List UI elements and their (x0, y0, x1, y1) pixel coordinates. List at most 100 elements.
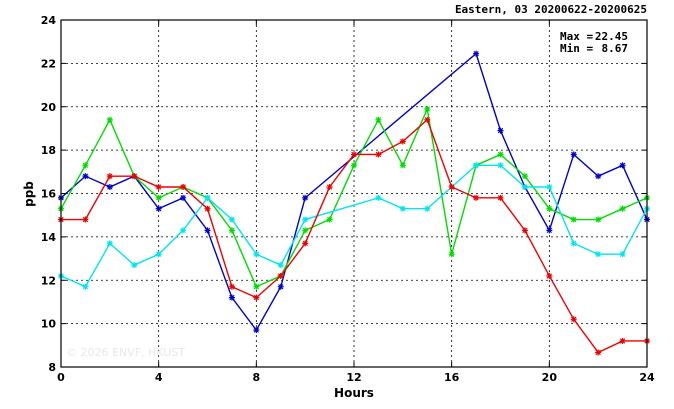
series-2-point-6 (204, 194, 211, 201)
series-3-point-19 (521, 227, 528, 234)
series-1-point-15 (424, 105, 431, 112)
series-3-point-20 (546, 272, 553, 279)
series-3-point-7 (228, 283, 235, 290)
series-2-point-10 (302, 216, 309, 223)
series-1-point-22 (595, 216, 602, 223)
series-3-point-15 (424, 116, 431, 123)
series-1-point-13 (375, 116, 382, 123)
series-3-point-5 (180, 183, 187, 190)
series-2-point-5 (180, 227, 187, 234)
series-2-point-9 (277, 262, 284, 269)
series-1-point-8 (253, 283, 260, 290)
series-1 (58, 105, 650, 290)
series-0-point-12 (497, 127, 504, 134)
series-3-point-16 (448, 183, 455, 190)
series-1-point-16 (448, 251, 455, 258)
series-1-point-19 (521, 173, 528, 180)
series-0-point-6 (204, 227, 211, 234)
series-3-point-10 (302, 240, 309, 247)
stats-box: Max = 22.45 Min = 8.67 (560, 30, 628, 55)
series-3-point-11 (326, 183, 333, 190)
series-1-point-21 (570, 216, 577, 223)
series-0-point-11 (473, 50, 480, 57)
y-tick-label-5: 18 (41, 144, 56, 157)
series-0-point-14 (546, 227, 553, 234)
series-2-point-13 (424, 205, 431, 212)
series-2-point-7 (228, 216, 235, 223)
series-0-point-15 (570, 151, 577, 158)
series-1-point-20 (546, 205, 553, 212)
series-3-point-18 (497, 194, 504, 201)
watermark: © 2026 ENVF, HKUST (66, 346, 185, 359)
series-2-point-21 (619, 251, 626, 258)
series-1-point-14 (399, 162, 406, 169)
series-1-point-23 (619, 205, 626, 212)
chart-title: Eastern, 03 20200622-20200625 (455, 3, 647, 16)
y-tick-label-2: 12 (41, 274, 56, 287)
series-1-point-18 (497, 151, 504, 158)
y-tick-label-6: 20 (41, 101, 57, 114)
series-0-point-5 (180, 194, 187, 201)
y-tick-label-4: 16 (41, 188, 57, 201)
series-3-point-9 (277, 272, 284, 279)
series-0-point-17 (619, 162, 626, 169)
y-tick-label-1: 10 (41, 318, 57, 331)
grid-lines (61, 20, 647, 367)
series-2-point-17 (521, 183, 528, 190)
series-1-point-2 (106, 116, 113, 123)
x-tick-label-5: 20 (542, 371, 558, 384)
x-tick-label-6: 24 (639, 371, 655, 384)
series-0-point-8 (253, 327, 260, 334)
min-label: Min = (560, 42, 593, 55)
series-1-point-12 (351, 162, 357, 169)
tick-layer: 0 4 8 12 16 20 24 8 10 12 14 16 18 20 22 24 (41, 14, 655, 384)
y-tick-label-7: 22 (41, 57, 56, 70)
series-2-point-4 (155, 251, 162, 258)
max-label: Max = (560, 30, 593, 43)
series-3-point-1 (82, 216, 89, 223)
series-2-point-3 (131, 262, 138, 269)
x-tick-label-2: 8 (253, 371, 261, 384)
series-2-point-16 (497, 162, 504, 169)
series-2-point-2 (106, 240, 113, 247)
series-2-point-19 (570, 240, 577, 247)
series-0-point-16 (595, 173, 602, 180)
series-3-point-23 (619, 337, 626, 344)
series-3-point-8 (253, 294, 260, 301)
x-tick-label-3: 12 (346, 371, 361, 384)
x-axis-label: Hours (334, 386, 374, 400)
plot-frame (60, 19, 648, 368)
series-2-point-1 (82, 283, 89, 290)
watermark-layer: © 2026 ENVF, HKUST (66, 346, 185, 359)
y-axis-label: ppb (22, 181, 36, 207)
series-3-point-22 (595, 349, 602, 356)
series-0-point-4 (155, 205, 162, 212)
series-layer (58, 50, 650, 356)
series-1-point-10 (302, 227, 309, 234)
series-0-point-1 (82, 173, 89, 180)
series-2-point-18 (546, 183, 553, 190)
series-3-point-12 (351, 151, 357, 158)
series-2-point-15 (473, 162, 480, 169)
series-3-point-4 (155, 183, 162, 190)
series-3-point-13 (375, 151, 382, 158)
series-0-point-2 (106, 183, 113, 190)
series-1-point-11 (326, 216, 333, 223)
series-1-point-7 (228, 227, 235, 234)
y-tick-label-0: 8 (48, 361, 56, 374)
series-0-point-10 (302, 194, 309, 201)
series-2-point-20 (595, 251, 602, 258)
series-2-point-12 (399, 205, 406, 212)
x-tick-label-0: 0 (57, 371, 65, 384)
y-tick-label-3: 14 (41, 231, 57, 244)
series-1-point-1 (82, 162, 89, 169)
series-3-point-2 (106, 173, 113, 180)
min-value: 8.67 (602, 42, 629, 55)
x-tick-label-4: 16 (444, 371, 460, 384)
series-3-point-6 (204, 205, 211, 212)
series-1-point-4 (155, 194, 162, 201)
series-0-point-7 (228, 294, 235, 301)
max-value: 22.45 (595, 30, 628, 43)
series-0-point-9 (277, 283, 284, 290)
